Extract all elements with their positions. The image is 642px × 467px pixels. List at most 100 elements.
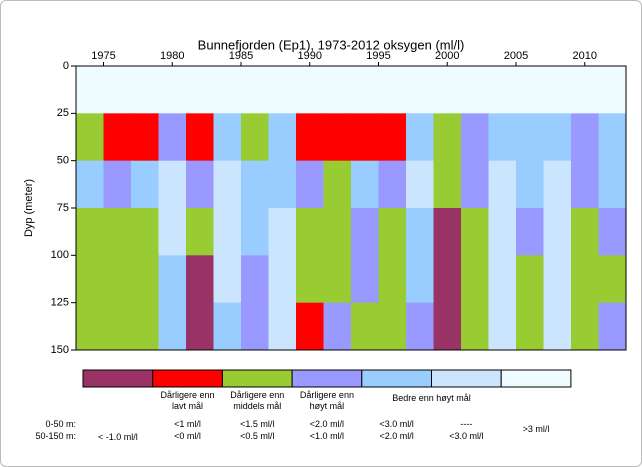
cell: [598, 160, 627, 209]
cell: [213, 160, 242, 209]
cell: [433, 160, 462, 209]
legend-swatch: [291, 369, 363, 388]
cell: [461, 208, 489, 256]
legend-header: Dårligere enn middels mål: [230, 390, 285, 411]
cell: [406, 113, 434, 162]
y-tick-label: 0: [63, 60, 69, 72]
cell: [76, 66, 104, 114]
cell: [241, 255, 269, 304]
cell: [351, 255, 379, 304]
cell: [296, 208, 324, 256]
cell: [378, 255, 407, 304]
cell: [268, 113, 297, 162]
cell: [406, 302, 434, 351]
cell: [378, 113, 407, 162]
cell: [268, 66, 297, 114]
cell: [488, 208, 517, 256]
cell: [76, 208, 104, 256]
legend-group-header: Bedre enn høyt mål: [392, 393, 471, 403]
cell: [433, 255, 462, 304]
cell: [433, 66, 462, 114]
cell: [571, 113, 599, 162]
zone-label: 0-50 m:: [45, 419, 76, 429]
cell: [158, 113, 187, 162]
cell: [488, 302, 517, 351]
y-axis-title: Dyp (meter): [23, 179, 35, 237]
cell: [186, 208, 214, 256]
legend-upper: <2.0 ml/l: [309, 419, 345, 429]
x-tick-label: 1980: [160, 50, 184, 62]
cell: [323, 208, 352, 256]
cell: [323, 255, 352, 304]
cell: [516, 66, 544, 114]
legend-lower: <2.0 ml/l: [379, 431, 414, 441]
cell: [516, 302, 544, 351]
cell: [351, 302, 379, 351]
y-tick-label: 125: [51, 297, 69, 309]
y-tick-label: 150: [51, 344, 69, 356]
cell: [76, 302, 104, 351]
cell: [571, 160, 599, 209]
cell: [103, 302, 132, 351]
cell: [186, 302, 214, 351]
cell: [213, 302, 242, 351]
chart-title: Bunnefjorden (Ep1), 1973-2012 oksygen (m…: [198, 37, 465, 52]
cell: [571, 66, 599, 114]
cell: [131, 113, 159, 162]
cell: [461, 113, 489, 162]
legend-lower: <3.0 ml/l: [449, 431, 484, 441]
cell: [571, 302, 599, 351]
cell: [158, 160, 187, 209]
cell: [598, 208, 627, 256]
x-tick-label: 1990: [298, 50, 322, 62]
y-tick-label: 75: [57, 202, 69, 214]
cell: [488, 255, 517, 304]
cell: [433, 302, 462, 351]
cell: [103, 255, 132, 304]
cell: [241, 208, 269, 256]
cell: [406, 160, 434, 209]
cell: [488, 113, 517, 162]
cell: [296, 302, 324, 351]
cell: [516, 255, 544, 304]
x-tick-label: 2000: [435, 50, 459, 62]
cell: [571, 208, 599, 256]
legend-swatch: [500, 369, 572, 388]
cell: [241, 66, 269, 114]
cell: [543, 208, 572, 256]
cell: [103, 113, 132, 162]
cell: [268, 208, 297, 256]
cell: [598, 255, 627, 304]
cell: [296, 255, 324, 304]
cell: [351, 160, 379, 209]
cell: [268, 302, 297, 351]
cell: [103, 160, 132, 209]
cell: [103, 66, 132, 114]
y-tick-label: 25: [57, 107, 69, 119]
y-tick-label: 50: [57, 155, 69, 167]
cell: [76, 255, 104, 304]
cell: [268, 255, 297, 304]
x-tick-label: 2010: [573, 50, 597, 62]
cell: [543, 160, 572, 209]
zone-label: 50-150 m:: [35, 431, 76, 441]
cell: [461, 302, 489, 351]
cell: [543, 302, 572, 351]
cell: [186, 113, 214, 162]
cell: [543, 66, 572, 114]
legend-swatch: [431, 369, 502, 388]
cell: [76, 113, 104, 162]
cell: [543, 255, 572, 304]
cell: [241, 113, 269, 162]
cell: [543, 113, 572, 162]
cell: [323, 113, 352, 162]
cell: [131, 302, 159, 351]
cell: [516, 208, 544, 256]
cell: [378, 302, 407, 351]
cell: [351, 66, 379, 114]
cell: [131, 208, 159, 256]
cell: [433, 208, 462, 256]
legend-swatch: [221, 369, 293, 388]
